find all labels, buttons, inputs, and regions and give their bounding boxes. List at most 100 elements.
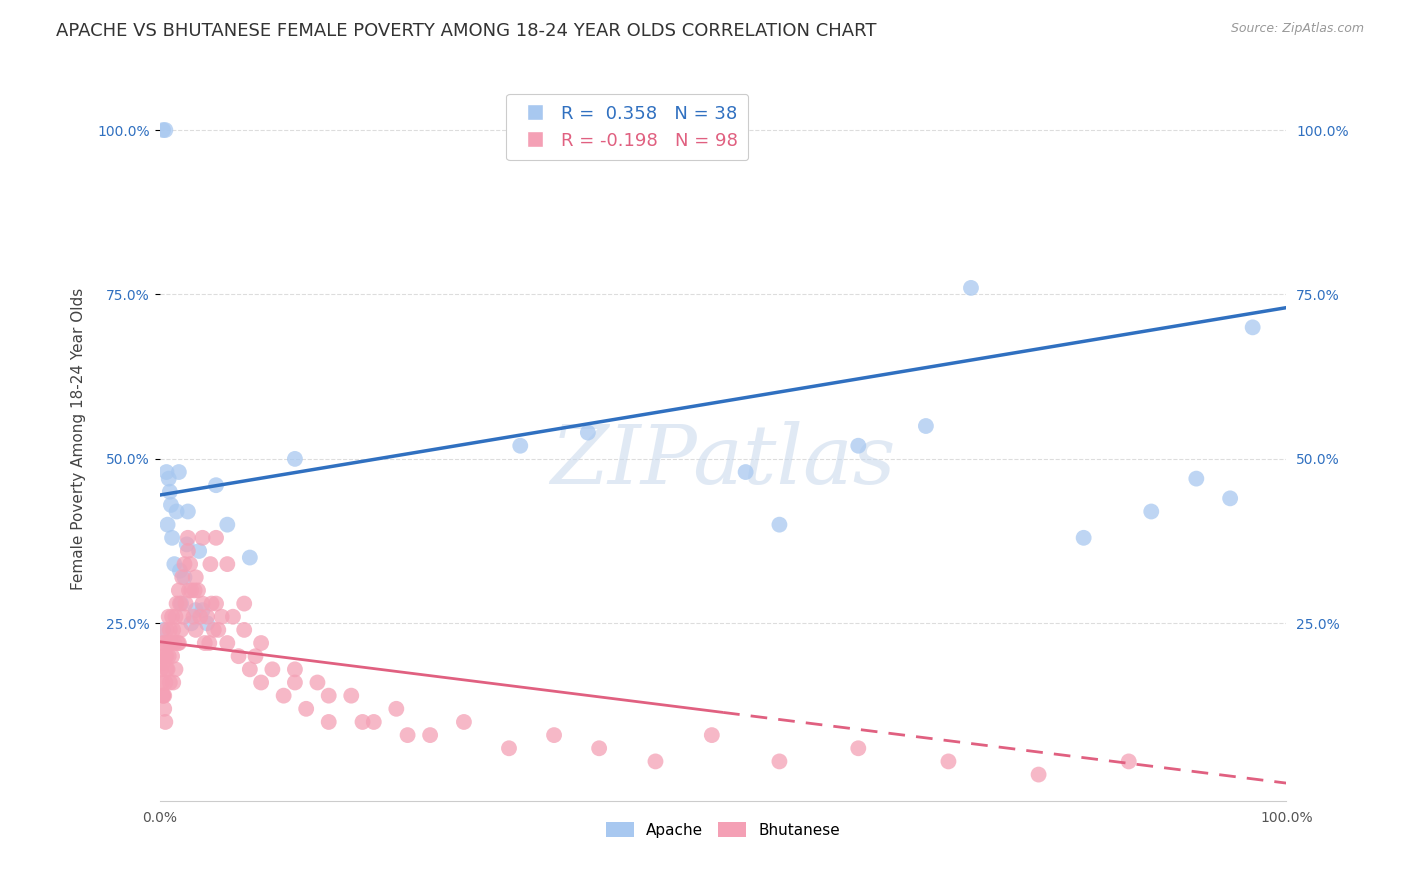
- Point: [284, 675, 307, 690]
- Point: [1140, 504, 1163, 518]
- Point: [162, 675, 184, 690]
- Point: [195, 609, 218, 624]
- Point: [191, 597, 214, 611]
- Point: [205, 597, 228, 611]
- Point: [177, 583, 200, 598]
- Point: [180, 583, 202, 598]
- Text: APACHE VS BHUTANESE FEMALE POVERTY AMONG 18-24 YEAR OLDS CORRELATION CHART: APACHE VS BHUTANESE FEMALE POVERTY AMONG…: [56, 22, 877, 40]
- Point: [191, 531, 214, 545]
- Point: [152, 689, 174, 703]
- Point: [217, 557, 239, 571]
- Point: [169, 564, 191, 578]
- Legend: Apache, Bhutanese: Apache, Bhutanese: [600, 815, 846, 844]
- Point: [157, 649, 180, 664]
- Point: [498, 741, 520, 756]
- Point: [172, 570, 194, 584]
- Point: [153, 636, 176, 650]
- Point: [173, 557, 195, 571]
- Point: [207, 623, 229, 637]
- Point: [156, 517, 179, 532]
- Point: [163, 557, 186, 571]
- Point: [167, 636, 190, 650]
- Point: [174, 597, 197, 611]
- Point: [188, 609, 211, 624]
- Point: [170, 623, 193, 637]
- Point: [340, 689, 363, 703]
- Point: [176, 537, 198, 551]
- Point: [173, 570, 195, 584]
- Point: [177, 544, 200, 558]
- Point: [200, 557, 222, 571]
- Point: [180, 616, 202, 631]
- Point: [250, 636, 273, 650]
- Point: [156, 662, 179, 676]
- Point: [768, 517, 790, 532]
- Point: [700, 728, 723, 742]
- Point: [155, 123, 177, 137]
- Point: [184, 570, 207, 584]
- Point: [295, 702, 318, 716]
- Point: [938, 755, 960, 769]
- Point: [419, 728, 441, 742]
- Point: [166, 597, 188, 611]
- Point: [152, 623, 174, 637]
- Point: [239, 662, 262, 676]
- Point: [576, 425, 599, 440]
- Point: [396, 728, 419, 742]
- Point: [165, 609, 187, 624]
- Point: [153, 689, 176, 703]
- Point: [1185, 472, 1208, 486]
- Point: [177, 504, 200, 518]
- Point: [150, 649, 173, 664]
- Point: [198, 636, 221, 650]
- Point: [159, 675, 181, 690]
- Point: [1118, 755, 1140, 769]
- Point: [262, 662, 284, 676]
- Point: [846, 741, 869, 756]
- Point: [960, 281, 983, 295]
- Point: [211, 609, 233, 624]
- Point: [217, 517, 239, 532]
- Point: [250, 675, 273, 690]
- Point: [166, 636, 188, 650]
- Point: [150, 675, 173, 690]
- Point: [385, 702, 408, 716]
- Point: [217, 636, 239, 650]
- Point: [170, 597, 193, 611]
- Point: [160, 531, 183, 545]
- Point: [155, 649, 177, 664]
- Point: [167, 583, 190, 598]
- Point: [159, 484, 181, 499]
- Point: [155, 623, 177, 637]
- Point: [183, 609, 205, 624]
- Point: [453, 714, 475, 729]
- Point: [734, 465, 756, 479]
- Point: [543, 728, 565, 742]
- Point: [233, 597, 256, 611]
- Text: Source: ZipAtlas.com: Source: ZipAtlas.com: [1230, 22, 1364, 36]
- Point: [1028, 767, 1050, 781]
- Point: [195, 616, 218, 631]
- Point: [160, 498, 183, 512]
- Point: [163, 636, 186, 650]
- Point: [162, 623, 184, 637]
- Point: [588, 741, 610, 756]
- Point: [318, 714, 340, 729]
- Point: [179, 557, 201, 571]
- Point: [245, 649, 267, 664]
- Point: [202, 623, 225, 637]
- Point: [363, 714, 385, 729]
- Point: [149, 662, 172, 676]
- Point: [768, 755, 790, 769]
- Point: [1073, 531, 1095, 545]
- Point: [165, 662, 187, 676]
- Point: [284, 451, 307, 466]
- Point: [160, 609, 183, 624]
- Point: [644, 755, 666, 769]
- Point: [172, 609, 194, 624]
- Point: [159, 623, 181, 637]
- Point: [157, 472, 180, 486]
- Point: [191, 603, 214, 617]
- Point: [183, 583, 205, 598]
- Point: [184, 623, 207, 637]
